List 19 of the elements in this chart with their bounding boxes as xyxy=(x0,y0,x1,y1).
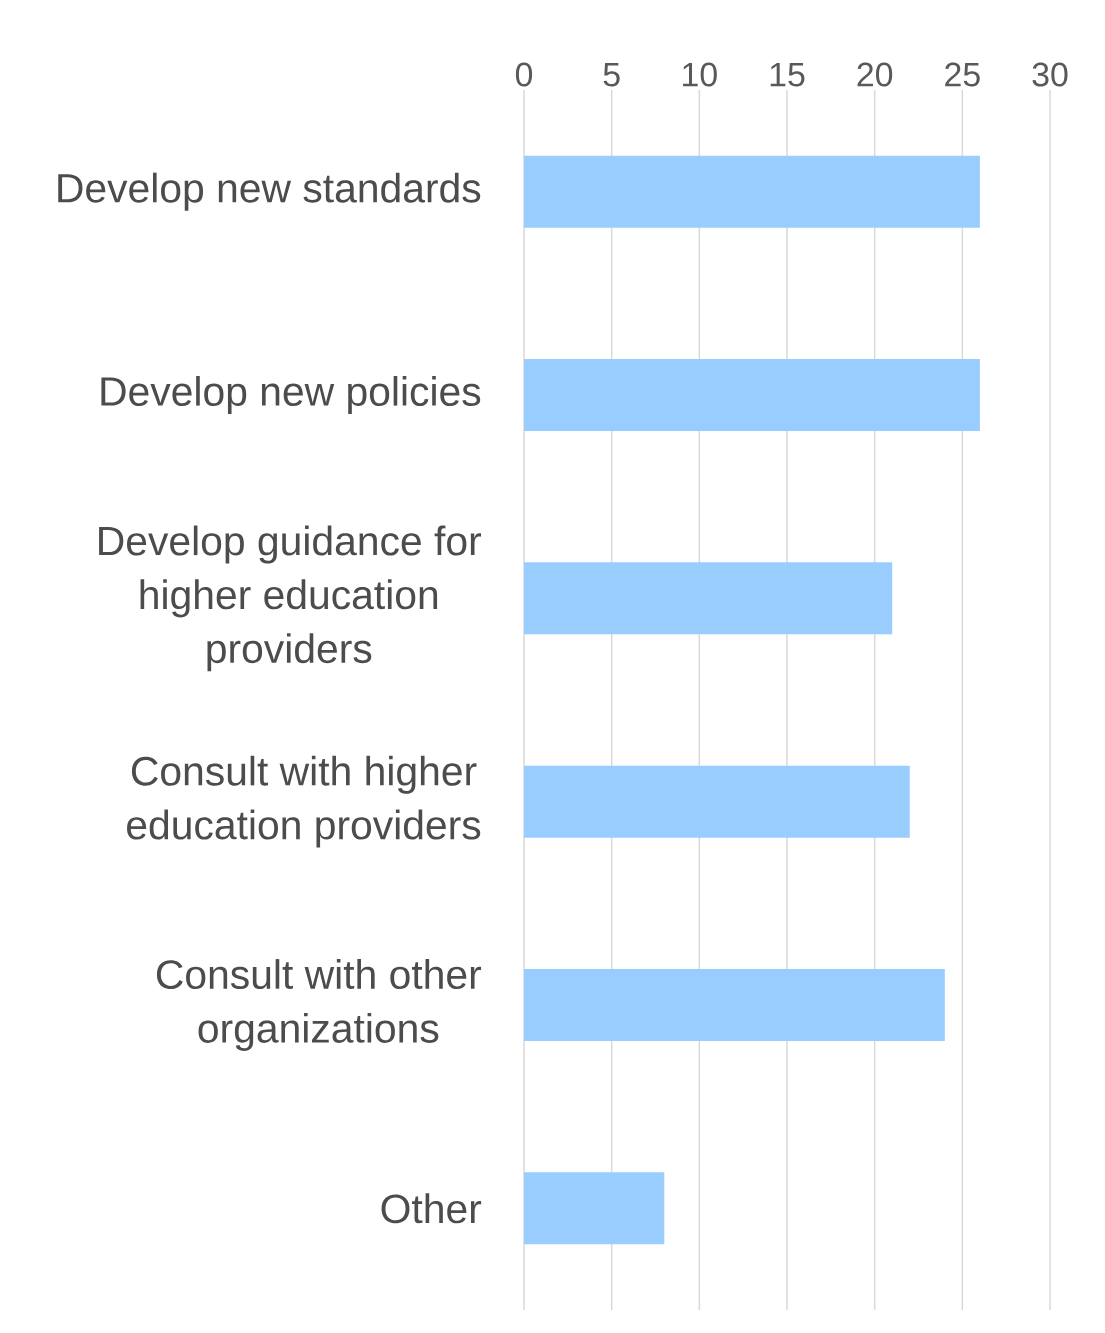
x-tick-label: 30 xyxy=(1032,62,1068,87)
y-tick-label: Develop new standards xyxy=(58,172,481,211)
bar xyxy=(524,359,980,432)
x-tick-label: 25 xyxy=(945,62,980,87)
x-tick-label: 0 xyxy=(515,62,533,87)
bar xyxy=(524,1172,665,1245)
x-tick-label: 10 xyxy=(683,62,717,87)
bar xyxy=(524,562,893,635)
bar xyxy=(524,969,945,1042)
bar xyxy=(524,155,980,228)
y-tick-label: Consult with other organizations xyxy=(156,959,482,1051)
y-tick-label: Develop new policies xyxy=(101,376,481,415)
y-tick-label: Other xyxy=(381,1193,482,1224)
y-tick-label: Develop guidance for higher education providers xyxy=(99,525,482,672)
y-tick-label: Consult with higher education providers xyxy=(127,755,481,848)
x-tick-label: 20 xyxy=(857,62,893,87)
x-tick-label: 5 xyxy=(603,62,620,87)
bar xyxy=(524,765,910,838)
x-tick-label: 15 xyxy=(770,62,805,87)
